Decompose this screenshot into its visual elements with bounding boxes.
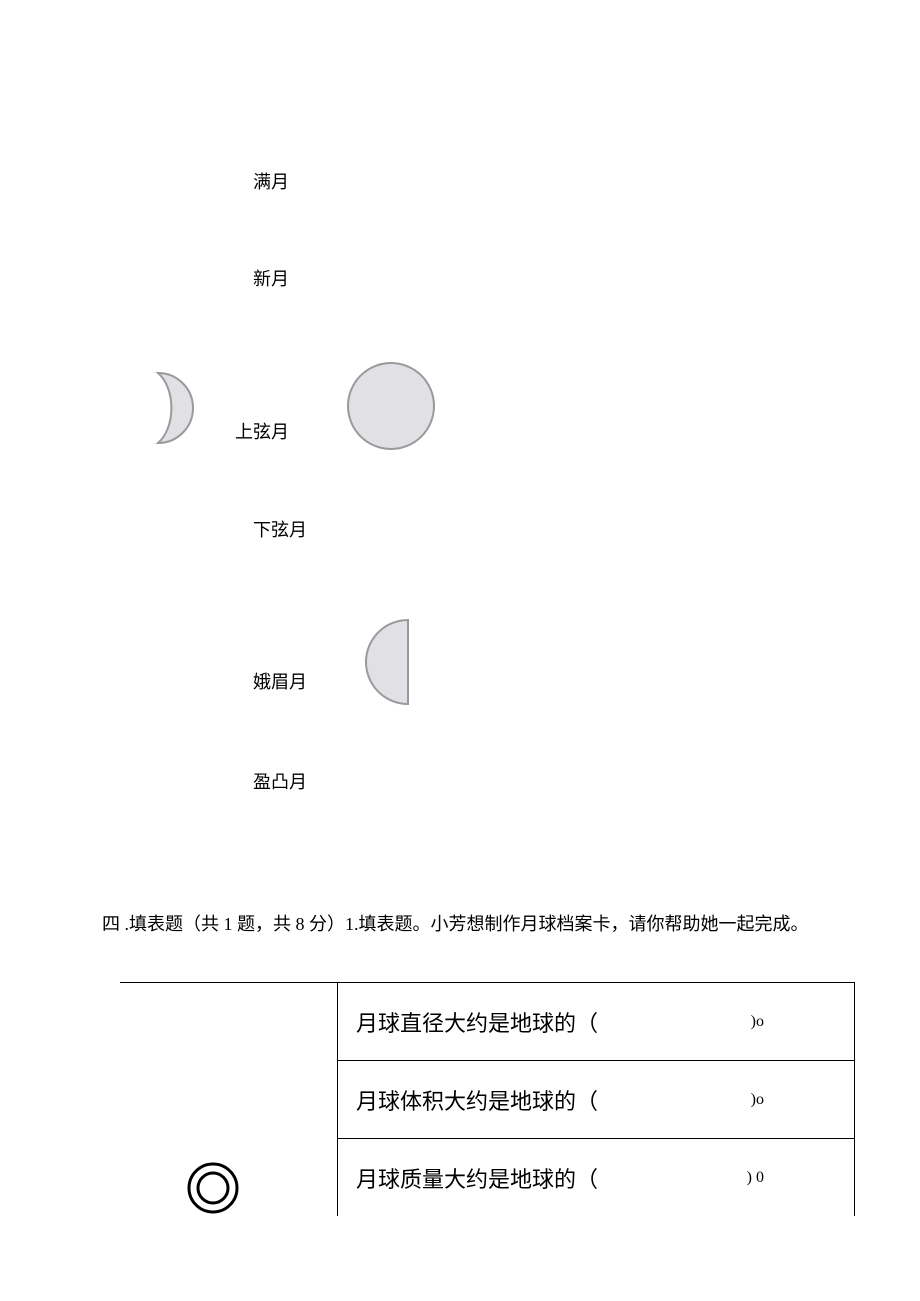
double-circle-icon	[185, 1160, 241, 1216]
cell-suffix: )o	[751, 1091, 764, 1109]
cell-suffix: )o	[751, 1013, 764, 1031]
crescent-moon-icon	[130, 365, 210, 450]
cell-suffix: ) 0	[747, 1169, 764, 1187]
table-row: 月球直径大约是地球的（ )o	[120, 982, 855, 1060]
label-last-quarter: 下弦月	[253, 516, 307, 542]
label-crescent: 娥眉月	[253, 668, 307, 694]
section-4-title: 四 .填表题（共 1 题，共 8 分）1.填表题。小芳想制作月球档案卡，请你帮助…	[102, 910, 822, 939]
table-left-cell	[120, 982, 338, 1060]
label-gibbous: 盈凸月	[253, 768, 307, 794]
table-cell-volume: 月球体积大约是地球的（ )o	[338, 1060, 855, 1138]
cell-text: 月球质量大约是地球的（	[356, 1162, 598, 1194]
cell-text: 月球直径大约是地球的（	[356, 1006, 598, 1038]
table-cell-mass: 月球质量大约是地球的（ ) 0	[338, 1138, 855, 1216]
label-new-moon: 新月	[253, 265, 289, 291]
table-cell-diameter: 月球直径大约是地球的（ )o	[338, 982, 855, 1060]
half-moon-icon	[348, 615, 440, 707]
full-moon-icon	[345, 360, 437, 452]
label-first-quarter: 上弦月	[235, 418, 289, 444]
table-left-cell	[120, 1060, 338, 1138]
label-full-moon: 满月	[253, 168, 289, 194]
table-row: 月球体积大约是地球的（ )o	[120, 1060, 855, 1138]
cell-text: 月球体积大约是地球的（	[356, 1084, 598, 1116]
